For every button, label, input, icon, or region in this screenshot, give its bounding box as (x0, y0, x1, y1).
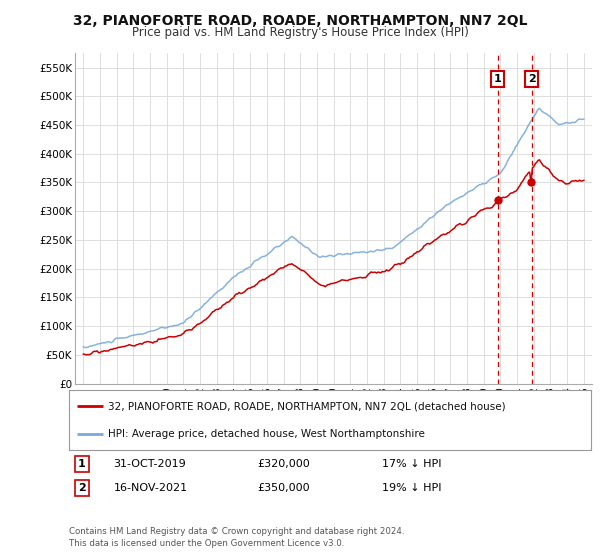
Text: 31-OCT-2019: 31-OCT-2019 (113, 459, 186, 469)
Text: 32, PIANOFORTE ROAD, ROADE, NORTHAMPTON, NN7 2QL: 32, PIANOFORTE ROAD, ROADE, NORTHAMPTON,… (73, 14, 527, 28)
Text: 19% ↓ HPI: 19% ↓ HPI (382, 483, 442, 493)
Text: £350,000: £350,000 (257, 483, 310, 493)
Text: 16-NOV-2021: 16-NOV-2021 (113, 483, 187, 493)
Text: Contains HM Land Registry data © Crown copyright and database right 2024.
This d: Contains HM Land Registry data © Crown c… (69, 527, 404, 548)
Text: £320,000: £320,000 (257, 459, 310, 469)
Text: 2: 2 (78, 483, 86, 493)
Text: 17% ↓ HPI: 17% ↓ HPI (382, 459, 442, 469)
Text: 2: 2 (528, 74, 536, 84)
Text: 1: 1 (494, 74, 502, 84)
Text: HPI: Average price, detached house, West Northamptonshire: HPI: Average price, detached house, West… (108, 429, 425, 439)
Text: 1: 1 (78, 459, 86, 469)
Text: 32, PIANOFORTE ROAD, ROADE, NORTHAMPTON, NN7 2QL (detached house): 32, PIANOFORTE ROAD, ROADE, NORTHAMPTON,… (108, 401, 506, 411)
Text: Price paid vs. HM Land Registry's House Price Index (HPI): Price paid vs. HM Land Registry's House … (131, 26, 469, 39)
